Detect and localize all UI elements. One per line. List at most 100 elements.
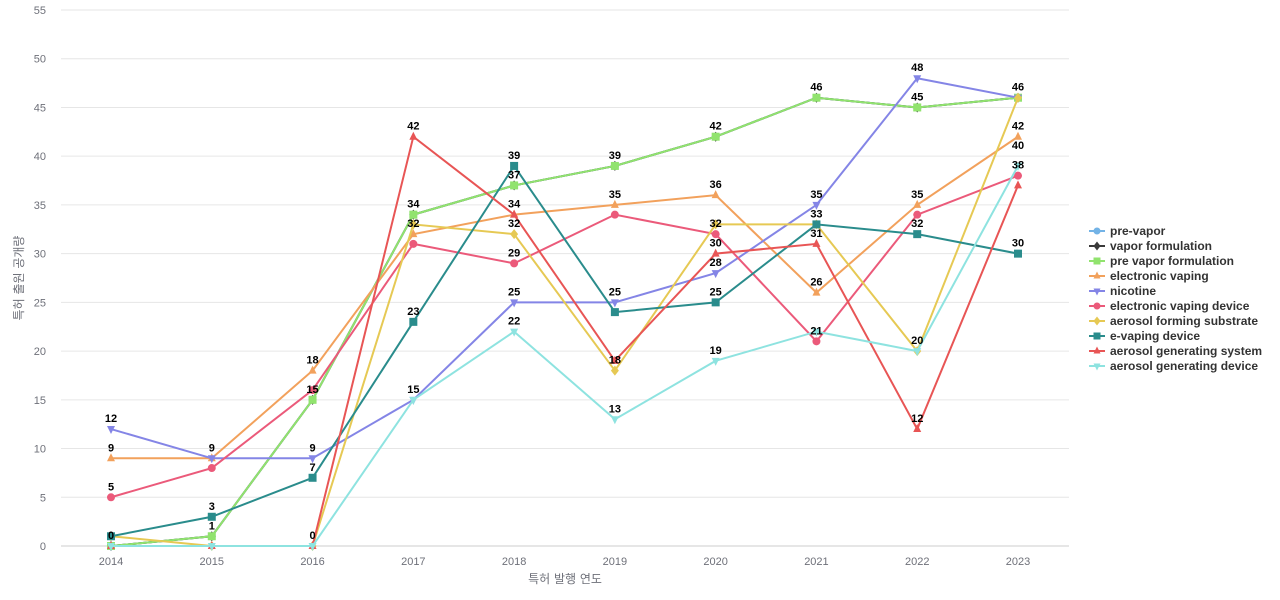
data-label: 32 [508, 218, 520, 230]
data-label: 20 [911, 335, 923, 347]
data-point [610, 355, 619, 364]
data-point [510, 181, 519, 190]
data-label: 42 [710, 121, 722, 133]
series-electronic-vaping [107, 131, 1022, 462]
data-point [812, 220, 821, 229]
data-label: 7 [309, 462, 315, 474]
legend-label: aerosol generating system [1110, 344, 1262, 358]
data-label: 42 [407, 121, 419, 133]
data-point [308, 455, 317, 464]
data-point [1014, 92, 1022, 103]
data-point [610, 416, 619, 425]
data-label: 38 [1012, 160, 1024, 172]
series-aerosol-generating-system [107, 131, 1022, 549]
y-tick-label: 15 [34, 395, 46, 407]
data-label: 31 [810, 228, 822, 240]
data-point [711, 230, 720, 239]
data-label: 9 [108, 442, 114, 454]
y-tick-label: 35 [34, 200, 46, 212]
data-point [207, 543, 216, 551]
data-label: 30 [1012, 238, 1024, 250]
y-tick-label: 40 [34, 151, 46, 163]
data-point [207, 464, 216, 473]
data-label: 18 [609, 355, 621, 367]
data-label: 33 [810, 208, 822, 220]
data-point [207, 455, 216, 464]
data-point [711, 298, 720, 307]
data-point [812, 328, 821, 337]
data-label: 3 [209, 501, 215, 513]
data-point [1014, 131, 1022, 140]
data-label: 29 [508, 247, 520, 259]
series-vapor-formulation [107, 92, 1022, 551]
data-label: 39 [508, 150, 520, 162]
data-point [207, 512, 216, 521]
data-label: 42 [1012, 121, 1024, 133]
legend-marker [1093, 227, 1101, 235]
data-label: 18 [306, 355, 318, 367]
data-point [610, 199, 619, 208]
series-line [110, 96, 1019, 547]
data-label: 21 [810, 325, 822, 337]
data-label: 25 [508, 286, 520, 298]
data-point [308, 365, 317, 374]
y-axis-ticks: 0 5 10 15 20 25 30 35 40 45 50 55 [34, 5, 46, 553]
x-tick-label: 2021 [804, 556, 828, 568]
legend-marker [1093, 363, 1101, 371]
series-line [110, 77, 1019, 460]
data-point [610, 308, 619, 317]
data-point [107, 453, 115, 462]
y-tick-label: 30 [34, 249, 46, 261]
data-label: 26 [810, 277, 822, 289]
y-tick-label: 20 [34, 346, 46, 358]
data-point [1014, 162, 1022, 171]
data-point [913, 424, 922, 433]
y-tick-label: 55 [34, 5, 46, 17]
data-point [409, 219, 418, 230]
data-label: 28 [710, 257, 722, 269]
data-point [913, 75, 922, 84]
data-point [308, 543, 317, 551]
data-point [510, 328, 519, 337]
data-label: 46 [810, 82, 822, 94]
data-point [409, 239, 418, 248]
x-tick-label: 2014 [99, 556, 123, 568]
data-point [308, 473, 317, 482]
x-tick-label: 2017 [401, 556, 425, 568]
y-tick-label: 0 [40, 541, 46, 553]
legend-marker [1093, 271, 1101, 279]
data-label: 15 [407, 384, 419, 396]
series-pre-vapor-formulation [107, 93, 1022, 550]
x-tick-label: 2019 [603, 556, 627, 568]
legend-marker [1093, 288, 1101, 296]
data-point [711, 357, 720, 366]
data-point [409, 131, 418, 140]
x-axis-ticks: 2014 2015 2016 2017 2018 2019 2020 2021 2022 2023 [99, 556, 1030, 568]
data-label: 23 [407, 306, 419, 318]
data-point [107, 493, 115, 502]
y-tick-label: 25 [34, 297, 46, 309]
data-point [610, 299, 619, 308]
legend-label: pre vapor formulation [1110, 254, 1234, 268]
data-point [812, 287, 821, 296]
x-tick-label: 2015 [200, 556, 224, 568]
data-label: 1 [209, 520, 215, 532]
legend-label: aerosol generating device [1110, 359, 1258, 373]
series-line [111, 134, 1019, 547]
data-label: 36 [710, 179, 722, 191]
data-point [812, 93, 821, 102]
data-point [711, 132, 720, 141]
data-label: 34 [407, 199, 420, 211]
data-point [510, 299, 519, 308]
data-label: 32 [911, 218, 923, 230]
legend-marker [1093, 332, 1101, 340]
legend-item: vapor formulation [1089, 239, 1212, 253]
data-point [1014, 171, 1022, 180]
data-label: 25 [710, 286, 722, 298]
data-label: 13 [609, 403, 621, 415]
x-tick-label: 2016 [300, 556, 324, 568]
legend-item: aerosol generating system [1089, 344, 1262, 358]
x-tick-label: 2018 [502, 556, 526, 568]
legend-label: pre-vapor [1110, 224, 1166, 238]
